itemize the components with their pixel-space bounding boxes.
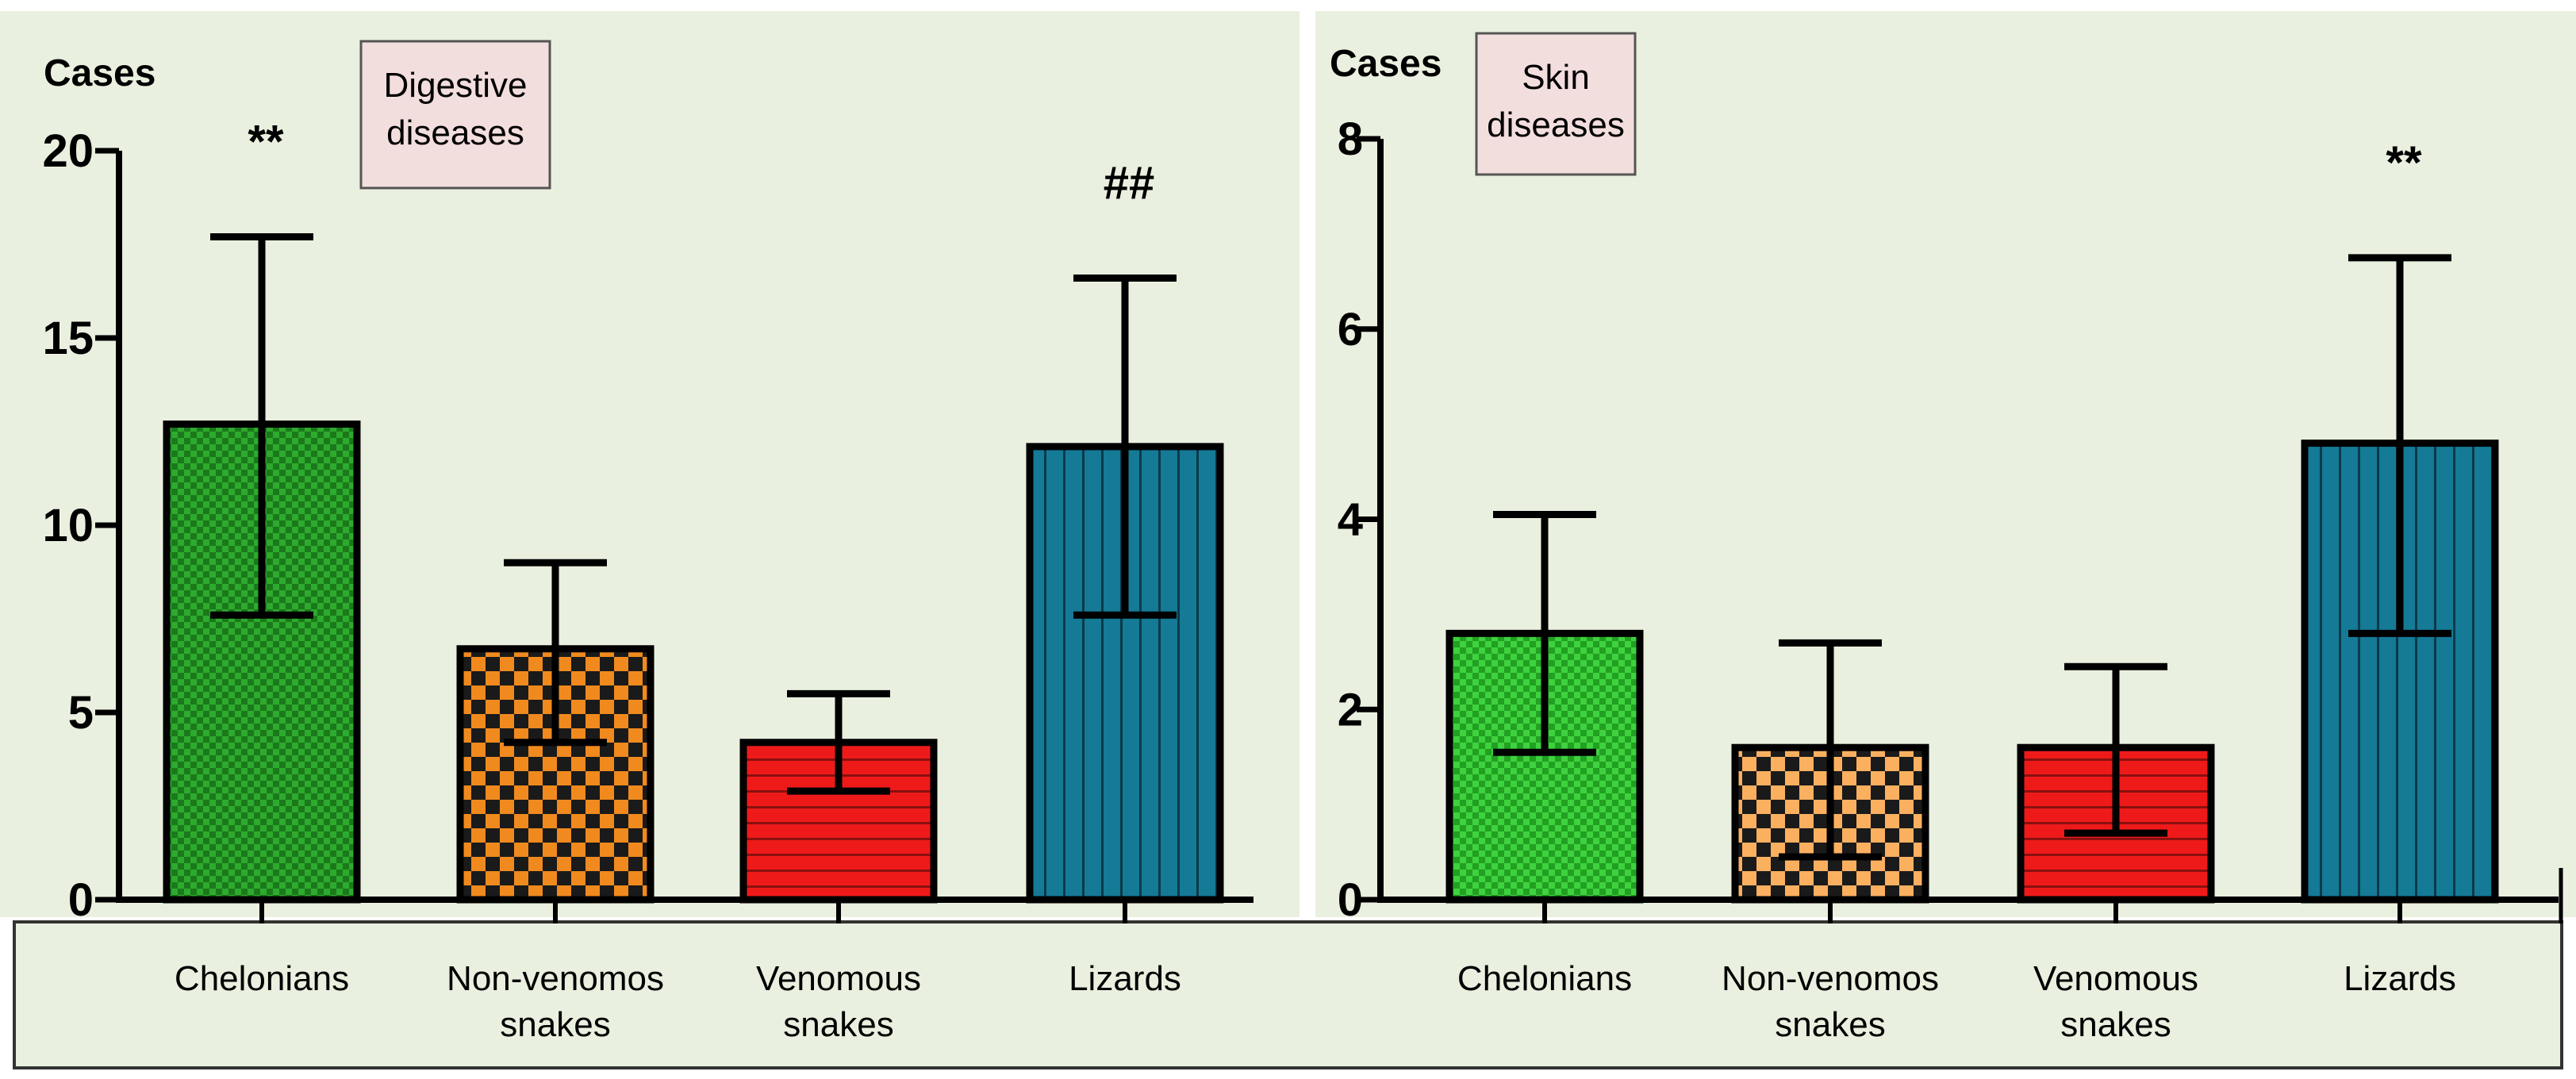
y-tick-label: 10 xyxy=(42,500,94,551)
chart-title-line: diseases xyxy=(386,113,524,152)
y-tick-label: 2 xyxy=(1338,684,1363,735)
y-tick-label: 5 xyxy=(68,687,94,739)
x-category-label: Lizards xyxy=(1069,959,1181,998)
y-tick-label: 6 xyxy=(1338,304,1363,355)
significance-annotation: ** xyxy=(2386,137,2422,189)
x-category-label: snakes xyxy=(1775,1005,1885,1044)
x-category-label: Venomous xyxy=(2033,959,2198,998)
bar-3 xyxy=(739,689,938,904)
y-tick-label: 15 xyxy=(42,313,94,364)
bar-2 xyxy=(1731,639,1929,904)
y-tick-label: 0 xyxy=(68,874,94,926)
x-category-label: Non-venomos xyxy=(1722,959,1939,998)
x-category-label: snakes xyxy=(500,1005,610,1044)
bar-2 xyxy=(456,559,655,904)
y-axis-label: Cases xyxy=(44,52,155,94)
chart-2: Cases 0 2 4 6 8 Skin diseases Chelonians Non-veno… xyxy=(1330,32,2563,1044)
x-category-label: snakes xyxy=(783,1005,893,1044)
chart-title-box: Digestive diseases xyxy=(359,40,551,190)
chart-title-line: Skin xyxy=(1522,58,1590,97)
chart-1: Cases 0 5 10 15 20 Digestive diseases ** Chelonia… xyxy=(42,40,1253,1044)
category-label-strip xyxy=(13,920,2563,1069)
y-tick-label: 4 xyxy=(1338,494,1363,546)
y-tick-label: 0 xyxy=(1338,874,1363,926)
bar-1 xyxy=(1445,511,1644,904)
chart-title-line: diseases xyxy=(1487,106,1625,144)
significance-annotation: ** xyxy=(248,117,284,168)
chart-title-line: Digestive xyxy=(384,66,528,105)
y-tick-label: 20 xyxy=(42,125,94,177)
x-category-label: snakes xyxy=(2060,1005,2171,1044)
bar-4 xyxy=(2301,254,2499,904)
chart-title-box: Skin diseases xyxy=(1475,32,1637,176)
chart-title-box-bg xyxy=(1475,32,1637,176)
bar-4 xyxy=(1026,274,1224,904)
y-axis-label: Cases xyxy=(1330,43,1442,85)
x-category-label: Venomous xyxy=(756,959,921,998)
x-category-label: Lizards xyxy=(2344,959,2456,998)
bar-1 xyxy=(163,233,361,904)
y-tick-label: 8 xyxy=(1338,113,1363,165)
x-category-label: Chelonians xyxy=(175,959,349,998)
x-category-label: Chelonians xyxy=(1457,959,1632,998)
bar-3 xyxy=(2017,662,2215,904)
chart-title-box-bg xyxy=(359,40,551,190)
x-category-label: Non-venomos xyxy=(447,959,664,998)
significance-annotation: ## xyxy=(1104,157,1155,209)
